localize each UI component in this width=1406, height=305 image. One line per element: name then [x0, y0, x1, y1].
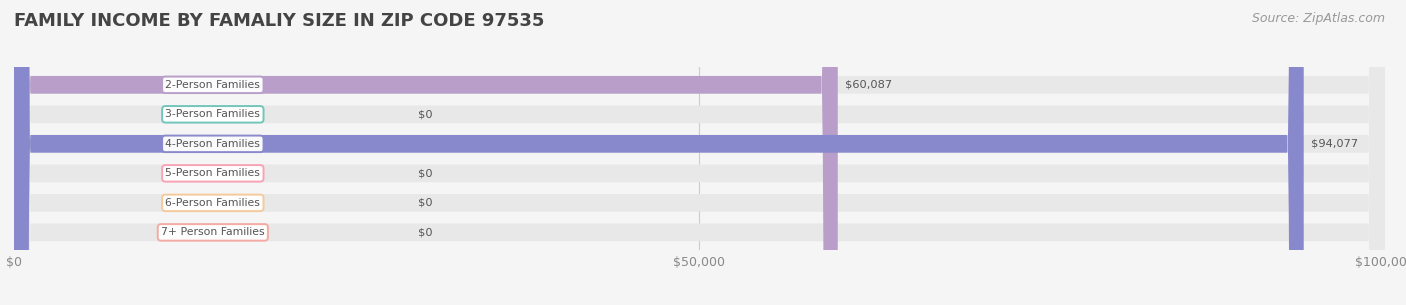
Text: Source: ZipAtlas.com: Source: ZipAtlas.com	[1251, 12, 1385, 25]
Text: $94,077: $94,077	[1310, 139, 1358, 149]
Text: $0: $0	[419, 228, 433, 237]
Text: $60,087: $60,087	[845, 80, 891, 90]
Text: 2-Person Families: 2-Person Families	[166, 80, 260, 90]
Text: 6-Person Families: 6-Person Families	[166, 198, 260, 208]
Text: 4-Person Families: 4-Person Families	[166, 139, 260, 149]
Text: $0: $0	[419, 168, 433, 178]
Text: $0: $0	[419, 198, 433, 208]
FancyBboxPatch shape	[14, 0, 1385, 305]
FancyBboxPatch shape	[14, 0, 1385, 305]
FancyBboxPatch shape	[14, 0, 1385, 305]
Text: $0: $0	[419, 109, 433, 119]
Text: 3-Person Families: 3-Person Families	[166, 109, 260, 119]
FancyBboxPatch shape	[14, 0, 838, 305]
FancyBboxPatch shape	[14, 0, 1385, 305]
FancyBboxPatch shape	[14, 0, 1385, 305]
FancyBboxPatch shape	[14, 0, 1303, 305]
Text: 7+ Person Families: 7+ Person Families	[162, 228, 264, 237]
Text: FAMILY INCOME BY FAMALIY SIZE IN ZIP CODE 97535: FAMILY INCOME BY FAMALIY SIZE IN ZIP COD…	[14, 12, 544, 30]
FancyBboxPatch shape	[14, 0, 1385, 305]
Text: 5-Person Families: 5-Person Families	[166, 168, 260, 178]
